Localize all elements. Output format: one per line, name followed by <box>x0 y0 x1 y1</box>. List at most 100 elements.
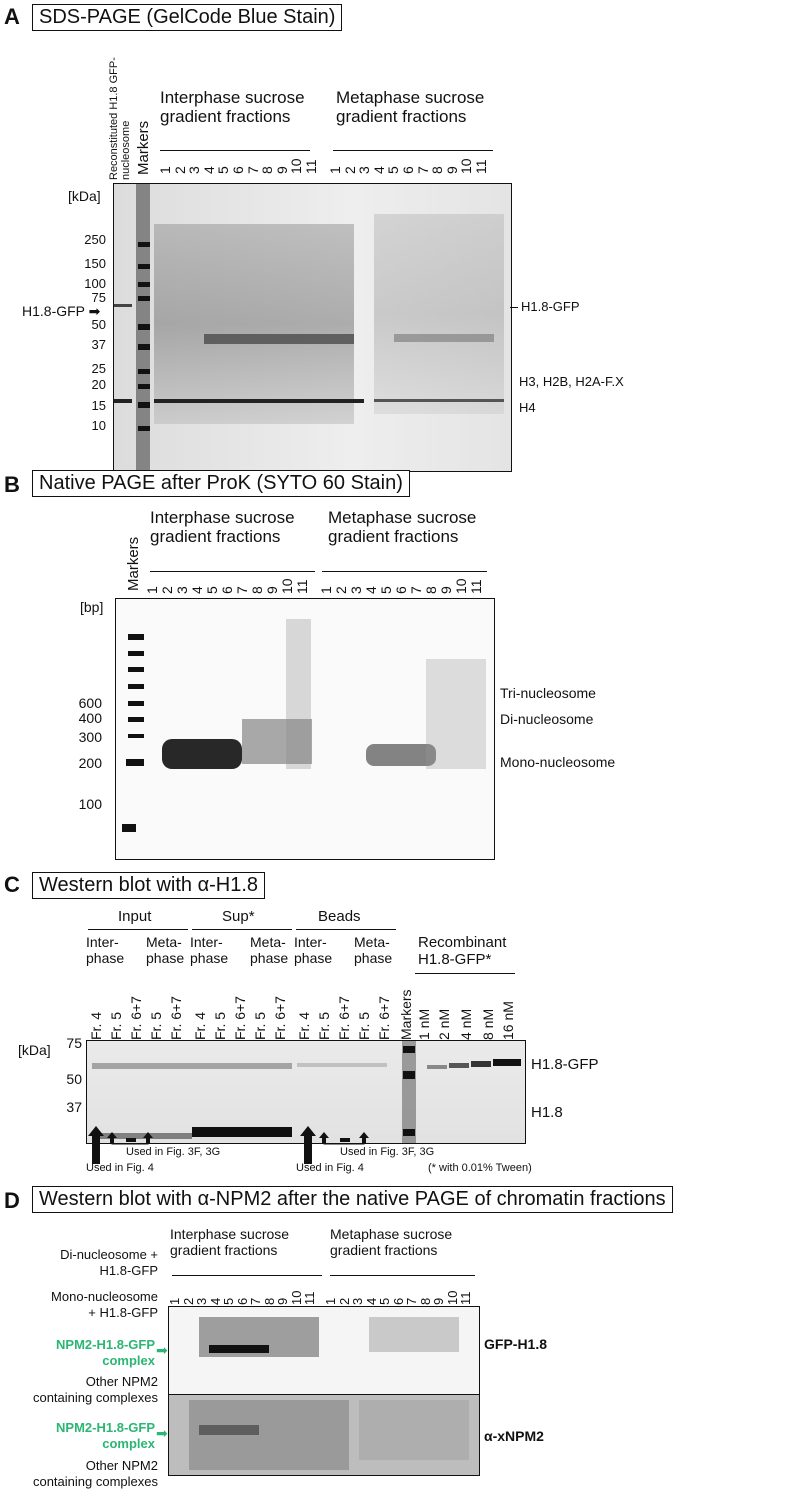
lane-b-meta-11: 11 <box>468 579 484 594</box>
beads-bracket <box>296 929 396 930</box>
lane-c-17: 2 nM <box>436 1008 452 1040</box>
blot-npm2-label: α-xNPM2 <box>484 1428 544 1444</box>
lane-d-inter-7: 7 <box>248 1297 263 1305</box>
lane-b-inter-11: 11 <box>294 579 310 594</box>
used-fig3-right: Used in Fig. 3F, 3G <box>340 1146 435 1158</box>
lane-a-meta-6: 6 <box>400 166 416 174</box>
lane-c-13: Fr. 5 <box>356 1011 372 1040</box>
lane-d-inter-11: 11 <box>302 1291 317 1306</box>
lane-d-inter-9: 9 <box>275 1297 290 1305</box>
blot-gfp-bands <box>199 1317 459 1357</box>
unit-kda-a: [kDa] <box>68 188 101 204</box>
interphase-bracket-a <box>160 150 310 151</box>
lane-c-12: Fr. 6+7 <box>336 996 352 1040</box>
label-tri-nucleosome: Tri-nucleosome <box>500 685 596 701</box>
tick-a-20: 20 <box>91 377 106 392</box>
panel-a-title: SDS-PAGE (GelCode Blue Stain) <box>32 4 343 31</box>
lane-b-meta-1: 1 <box>318 586 334 594</box>
used-fig4-left: Used in Fig. 4 <box>86 1162 154 1174</box>
used-fig3-left: Used in Fig. 3F, 3G <box>126 1146 221 1158</box>
panel-a-letter: A <box>4 4 20 29</box>
lane-c-3: Fr. 5 <box>148 1011 164 1040</box>
markers-label-b: Markers <box>125 536 142 591</box>
label-h4: H4 <box>519 400 536 415</box>
metaphase-label-d: Metaphase sucrose gradient fractions <box>330 1226 453 1258</box>
green-arrow-icon-2: ➡ <box>156 1425 168 1441</box>
lane-d-meta-9: 9 <box>431 1297 446 1305</box>
lane-c-16: 1 nM <box>416 1008 432 1040</box>
blot-gfp-image <box>168 1306 480 1396</box>
phase-meta-1: Meta- phase <box>146 934 185 966</box>
lane-b-inter-4: 4 <box>189 586 205 594</box>
recombinant-bracket <box>415 973 515 974</box>
lane-a-meta-10: 10 <box>458 158 475 174</box>
native-gel-image <box>115 598 495 860</box>
tick-b-400: 400 <box>78 710 102 726</box>
lane-a-inter-3: 3 <box>186 166 203 174</box>
panel-d-title: Western blot with α-NPM2 after the nativ… <box>32 1186 673 1213</box>
lane-b-inter-8: 8 <box>249 586 265 594</box>
native-gel-bands <box>122 619 486 832</box>
interphase-label-d: Interphase sucrose gradient fractions <box>170 1226 290 1258</box>
lane-d-meta-11: 11 <box>458 1291 473 1306</box>
unit-bp-b: [bp] <box>80 599 104 615</box>
h18gfp-left-label: H1.8-GFP ➡ <box>22 303 101 319</box>
panel-d-letter: D <box>4 1188 20 1213</box>
lane-a-meta-11: 11 <box>473 159 489 174</box>
lane-b-meta-6: 6 <box>393 586 409 594</box>
green-arrow-icon: ➡ <box>156 1342 168 1358</box>
tick-b-200: 200 <box>78 755 102 771</box>
phase-inter-2: Inter- phase <box>190 934 229 966</box>
lane-b-meta-5: 5 <box>378 586 394 594</box>
tick-a-50: 50 <box>91 317 106 332</box>
interphase-label-a: Interphase sucrose gradient fractions <box>160 88 305 126</box>
markers-label-a: Markers <box>135 120 152 175</box>
label-mono-nucleosome: Mono-nucleosome <box>500 754 616 770</box>
lane-d-meta-7: 7 <box>404 1297 419 1305</box>
tick-c-50: 50 <box>66 1071 82 1087</box>
metaphase-bracket-a <box>333 150 493 151</box>
input-bracket <box>88 929 188 930</box>
lane-c-4: Fr. 6+7 <box>168 996 184 1040</box>
lane-b-meta-7: 7 <box>408 586 424 594</box>
tween-note: (* with 0.01% Tween) <box>428 1162 532 1174</box>
complex-label-bottom: NPM2-H1.8-GFP complex <box>56 1420 155 1451</box>
interphase-bracket-b <box>150 571 315 572</box>
lane-a-meta-1: 1 <box>327 166 343 174</box>
metaphase-bracket-b <box>322 571 487 572</box>
lane-c-15: Markers <box>398 989 414 1040</box>
sds-gel-image <box>113 183 512 472</box>
panel-b-letter: B <box>4 472 20 497</box>
lane-c-14: Fr. 6+7 <box>376 996 392 1040</box>
mono-nucleosome-label-d: Mono-nucleosome + H1.8-GFP <box>51 1289 158 1320</box>
lane-c-10: Fr. 4 <box>296 1011 312 1040</box>
lane-b-inter-5: 5 <box>204 586 220 594</box>
group-sup: Sup* <box>222 908 255 925</box>
lane-a-inter-5: 5 <box>215 166 232 174</box>
panel-c-letter: C <box>4 872 20 897</box>
lane-c-1: Fr. 5 <box>108 1011 124 1040</box>
panel-b-title: Native PAGE after ProK (SYTO 60 Stain) <box>32 470 410 497</box>
complex-label-top: NPM2-H1.8-GFP complex <box>56 1337 155 1368</box>
phase-inter-4: Inter- phase <box>294 934 333 966</box>
interphase-bracket-d <box>172 1275 322 1276</box>
lane-b-meta-10: 10 <box>453 578 469 594</box>
lane-b-inter-3: 3 <box>174 586 190 594</box>
tick-c-75: 75 <box>66 1035 82 1051</box>
lane-b-inter-9: 9 <box>264 586 280 594</box>
lane-d-inter-5: 5 <box>221 1297 236 1305</box>
tick-h18gfp-right <box>510 307 518 308</box>
lane-b-inter-10: 10 <box>279 578 295 594</box>
lane-c-8: Fr. 5 <box>252 1011 268 1040</box>
panel-c-title: Western blot with α-H1.8 <box>32 872 266 899</box>
unit-kda-c: [kDa] <box>18 1042 51 1058</box>
metaphase-bracket-d <box>330 1275 475 1276</box>
lane-c-2: Fr. 6+7 <box>128 996 144 1040</box>
lane-a-inter-11: 11 <box>303 159 319 174</box>
tick-a-75: 75 <box>91 290 106 305</box>
recombinant-label: Recombinant H1.8-GFP* <box>418 934 507 968</box>
tick-a-250: 250 <box>84 232 106 247</box>
lane-a-meta-8: 8 <box>429 166 446 174</box>
lane-c-5: Fr. 4 <box>192 1011 208 1040</box>
tick-a-10: 10 <box>91 418 106 433</box>
